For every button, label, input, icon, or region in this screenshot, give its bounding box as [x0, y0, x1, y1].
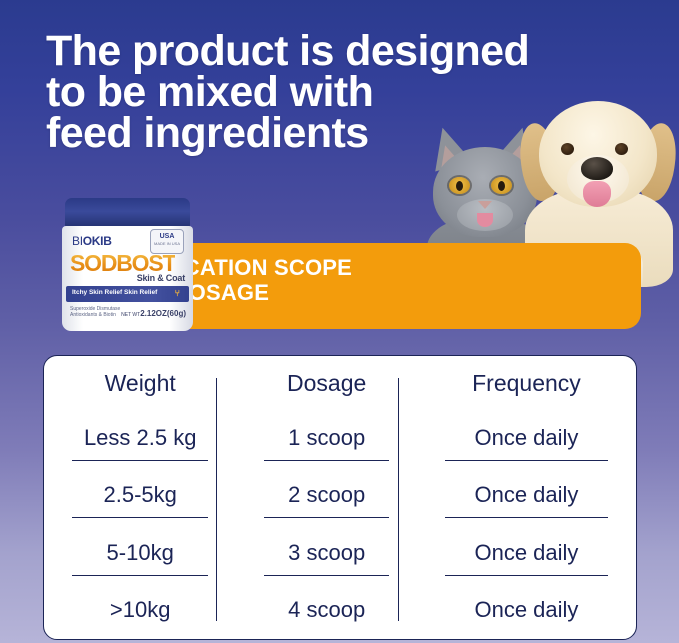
- table-row: >10kg 4 scoop Once daily: [44, 582, 636, 639]
- cell-weight: >10kg: [109, 597, 171, 623]
- brand-prefix: BI: [72, 234, 83, 248]
- jar-ingredients-line-2: Antioxidants & Biotin: [70, 312, 116, 318]
- cell-dosage: 2 scoop: [236, 467, 417, 524]
- dog-eye-right: [615, 143, 628, 155]
- badge-main-text: USA: [159, 233, 175, 240]
- net-weight-label: NET WT: [121, 312, 141, 318]
- brand-logo: BIOKIB: [72, 234, 112, 248]
- cell-frequency: Once daily: [417, 525, 636, 582]
- table-row: Less 2.5 kg 1 scoop Once daily: [44, 410, 636, 467]
- cell-frequency: Once daily: [474, 597, 579, 623]
- brand-o: O: [82, 234, 92, 248]
- net-weight-value: 2.12OZ(60g): [140, 309, 186, 318]
- cell-dosage: 1 scoop: [236, 410, 417, 467]
- table-header-frequency: Frequency: [472, 369, 581, 396]
- cat-tongue: [477, 213, 493, 227]
- dosage-table: Weight Dosage Frequency Less 2.5 kg 1 sc…: [44, 356, 636, 639]
- brand-suffix: KIB: [91, 234, 112, 248]
- product-subtitle: Skin & Coat: [136, 273, 186, 283]
- jar-ingredients: Superoxide Dismutase Antioxidants & Biot…: [70, 306, 120, 318]
- table-column-divider-2: [398, 378, 400, 621]
- product-name: SODBOST: [70, 250, 177, 276]
- table-header-dosage: Dosage: [287, 369, 367, 396]
- page-title: The product is designed to be mixed with…: [46, 27, 606, 157]
- cat-pupil-right: [498, 181, 505, 191]
- dog-nose: [581, 157, 613, 180]
- table-header-row: Weight Dosage Frequency: [44, 356, 636, 410]
- made-in-usa-badge: USA MADE IN USA: [150, 229, 184, 254]
- headline-line-1: The product is designed: [46, 27, 530, 75]
- dog-tongue: [583, 181, 611, 207]
- cell-weight: 2.5-5kg: [44, 467, 236, 524]
- cat-eye-right: [491, 177, 512, 194]
- jar-lid: [65, 198, 190, 228]
- cell-dosage: 3 scoop: [236, 525, 417, 582]
- jar-net-weight: NET WT2.12OZ(60g): [121, 309, 186, 318]
- jar-claim-text: Itchy Skin Relief Skin Relief: [72, 289, 158, 296]
- badge-sub-text: MADE IN USA: [153, 241, 180, 246]
- table-column-divider-1: [216, 378, 218, 621]
- cell-frequency: Once daily: [417, 467, 636, 524]
- table-row: 2.5-5kg 2 scoop Once daily: [44, 467, 636, 524]
- cell-weight: 5-10kg: [44, 525, 236, 582]
- jar-claim-stripe: Itchy Skin Relief Skin Relief ⑂: [66, 286, 189, 302]
- cat-pupil-left: [456, 181, 463, 191]
- jar-ingredients-line-1: Superoxide Dismutase: [70, 306, 121, 312]
- cell-dosage: 4 scoop: [288, 597, 366, 623]
- cat-nose: [478, 201, 492, 209]
- dosage-table-panel: Weight Dosage Frequency Less 2.5 kg 1 sc…: [43, 355, 637, 640]
- product-jar: BIOKIB USA MADE IN USA SODBOST Skin & Co…: [62, 198, 193, 331]
- dog-eye-left: [561, 143, 574, 155]
- headline-line-3: feed ingredients: [46, 109, 369, 157]
- headline-line-2: to be mixed with: [46, 68, 374, 116]
- cat-eye-left: [449, 177, 470, 194]
- jar-claim-icon: ⑂: [174, 288, 180, 298]
- table-header-weight: Weight: [104, 369, 176, 396]
- table-row: 5-10kg 3 scoop Once daily: [44, 525, 636, 582]
- cell-frequency: Once daily: [417, 410, 636, 467]
- cell-weight: Less 2.5 kg: [44, 410, 236, 467]
